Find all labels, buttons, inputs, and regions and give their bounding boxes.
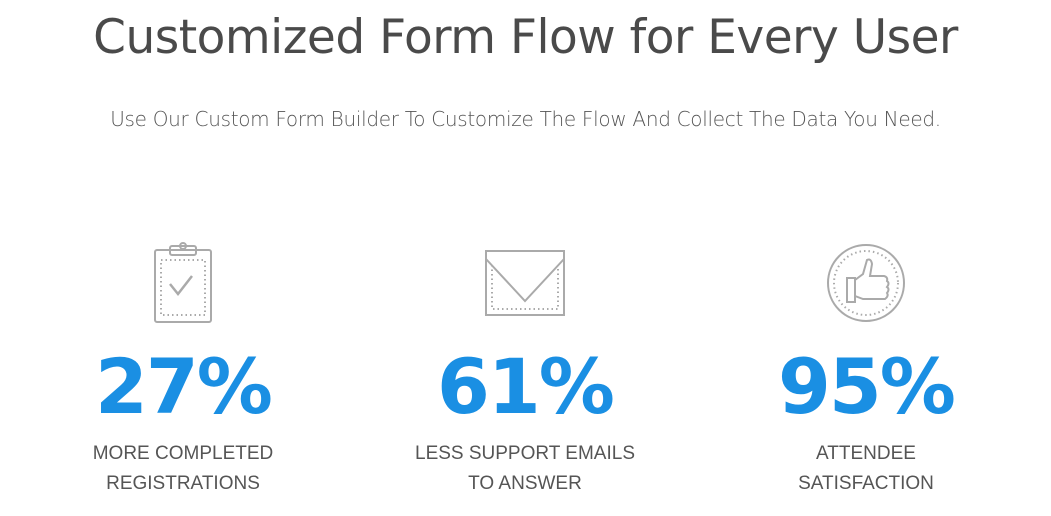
thumbs-up-icon xyxy=(716,240,1016,325)
stat-attendee-satisfaction: 95% ATTENDEE SATISFACTION xyxy=(716,240,1016,499)
stat-label: LESS SUPPORT EMAILS xyxy=(415,443,635,464)
stat-value: 61% xyxy=(437,342,615,431)
clipboard-check-icon xyxy=(33,240,333,325)
stat-label: SATISFACTION xyxy=(798,473,934,494)
page-subtitle: Use Our Custom Form Builder To Customize… xyxy=(110,107,941,131)
stat-label: TO ANSWER xyxy=(468,473,582,494)
stat-value: 95% xyxy=(778,342,956,431)
stat-label: ATTENDEE xyxy=(816,443,916,464)
stat-label: REGISTRATIONS xyxy=(106,473,260,494)
stat-value: 27% xyxy=(95,342,273,431)
envelope-icon xyxy=(375,240,675,325)
stat-support-emails: 61% LESS SUPPORT EMAILS TO ANSWER xyxy=(375,240,675,499)
stat-completed-registrations: 27% MORE COMPLETED REGISTRATIONS xyxy=(33,240,333,499)
stat-label: MORE COMPLETED xyxy=(92,443,274,464)
page-title: Customized Form Flow for Every User xyxy=(93,10,958,65)
